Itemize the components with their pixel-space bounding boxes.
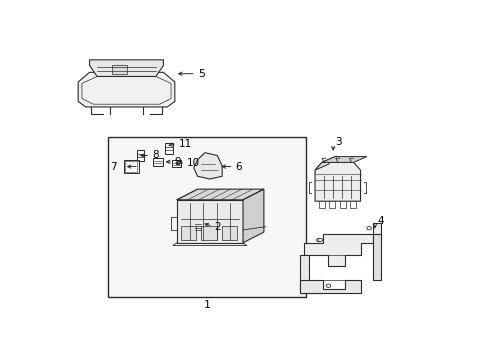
Polygon shape: [243, 189, 264, 243]
Circle shape: [366, 226, 371, 230]
Circle shape: [325, 284, 330, 287]
Bar: [201, 226, 216, 240]
Bar: [222, 226, 237, 240]
Bar: [349, 201, 355, 208]
Polygon shape: [193, 153, 222, 179]
Bar: [137, 150, 144, 161]
Bar: [165, 143, 173, 154]
Bar: [123, 159, 139, 174]
Circle shape: [316, 238, 321, 242]
Polygon shape: [89, 60, 163, 76]
Text: 1: 1: [203, 300, 210, 310]
Text: 4: 4: [377, 216, 384, 226]
Bar: [153, 158, 163, 166]
Bar: [125, 161, 137, 172]
Circle shape: [373, 226, 377, 230]
Text: 5: 5: [198, 69, 205, 79]
Polygon shape: [299, 280, 360, 293]
Text: 9: 9: [174, 157, 180, 167]
Polygon shape: [176, 189, 264, 200]
Bar: [112, 66, 127, 74]
Text: 2: 2: [214, 222, 221, 232]
Circle shape: [316, 248, 321, 251]
Bar: [180, 226, 195, 240]
Polygon shape: [78, 72, 175, 107]
Polygon shape: [314, 157, 334, 170]
Bar: [318, 201, 324, 208]
Circle shape: [316, 284, 321, 287]
Bar: [328, 201, 335, 208]
Bar: [339, 201, 345, 208]
Polygon shape: [321, 157, 366, 162]
Polygon shape: [314, 162, 360, 201]
Text: 3: 3: [334, 137, 341, 147]
Circle shape: [193, 216, 202, 223]
Circle shape: [317, 238, 322, 242]
Text: 6: 6: [235, 162, 242, 172]
Bar: [108, 138, 305, 297]
Text: 8: 8: [152, 150, 159, 161]
Polygon shape: [299, 255, 322, 293]
Polygon shape: [303, 223, 381, 266]
Bar: [172, 160, 181, 167]
Text: 11: 11: [178, 139, 191, 149]
Circle shape: [334, 238, 338, 242]
Text: 7: 7: [110, 162, 117, 172]
Polygon shape: [372, 234, 381, 280]
Text: 10: 10: [186, 158, 200, 168]
Polygon shape: [176, 200, 243, 243]
